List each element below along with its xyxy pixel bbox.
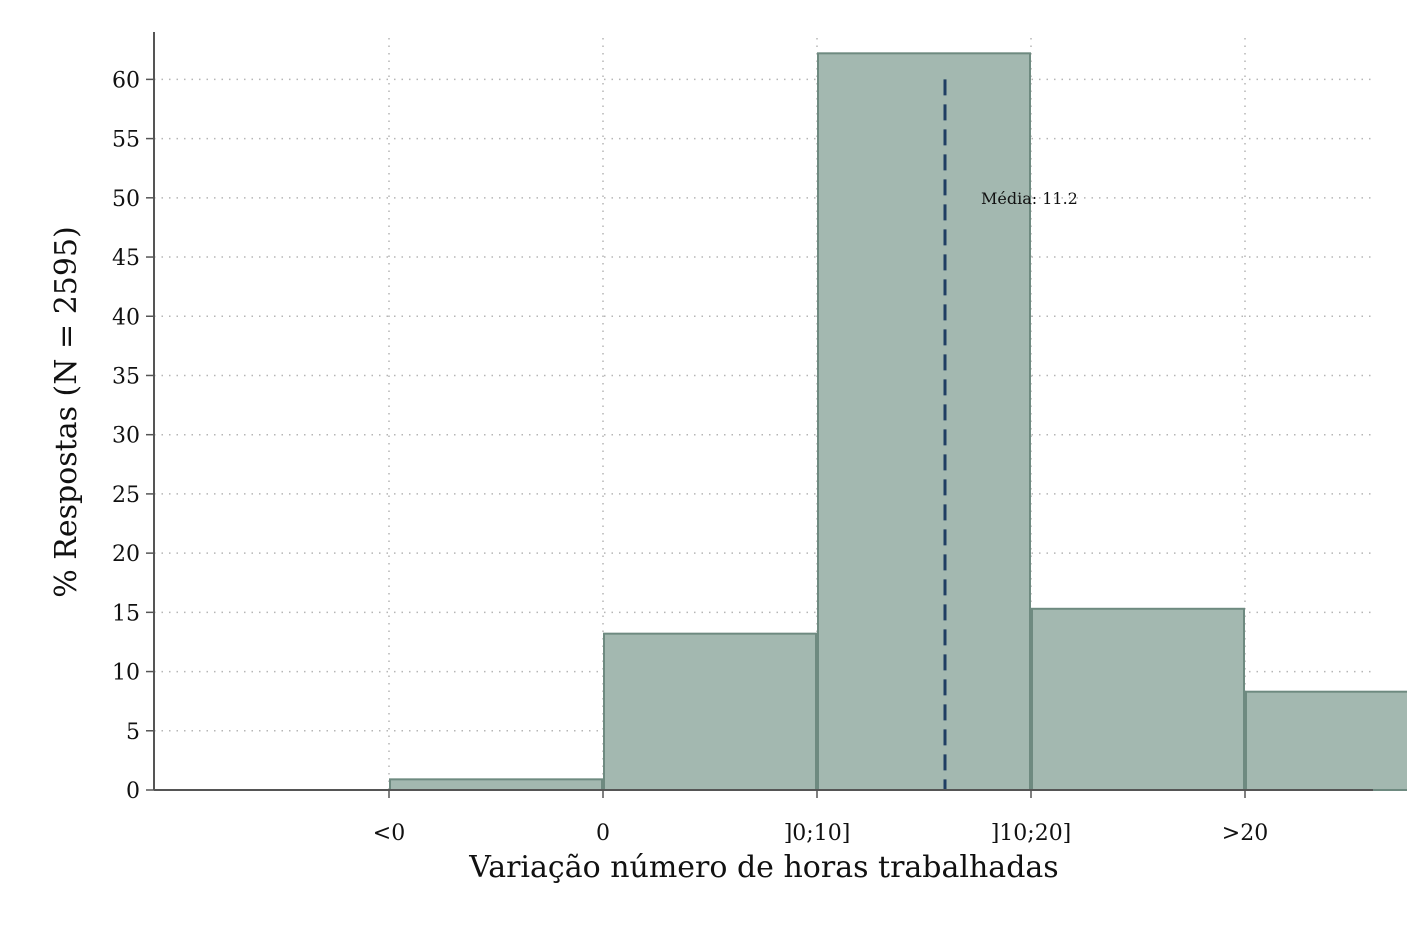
y-tick-label: 35 bbox=[112, 364, 140, 389]
y-tick-label: 15 bbox=[112, 601, 140, 626]
bar bbox=[817, 52, 1031, 792]
x-tick-label: >20 bbox=[1222, 821, 1268, 846]
y-tick-label: 55 bbox=[112, 128, 140, 153]
y-tick-label: 30 bbox=[112, 424, 140, 449]
y-axis-title: % Respostas (N = 2595) bbox=[49, 226, 84, 598]
bar bbox=[389, 778, 603, 792]
y-axis-ticks: 0 5 10 15 20 25 30 35 40 45 50 55 60 bbox=[112, 68, 154, 804]
bar bbox=[1245, 690, 1407, 792]
x-tick-label: 0 bbox=[596, 821, 610, 846]
y-tick-label: 5 bbox=[126, 720, 140, 745]
x-tick-label: ]0;10] bbox=[784, 821, 851, 846]
y-tick-label: 40 bbox=[112, 305, 140, 330]
y-tick-label: 60 bbox=[112, 68, 140, 93]
x-axis-ticks: <0 0 ]0;10] ]10;20] >20 bbox=[373, 790, 1268, 846]
mean-marker: Média: 11.2 bbox=[943, 79, 1078, 790]
y-tick-label: 20 bbox=[112, 542, 140, 567]
bar bbox=[1031, 607, 1245, 792]
x-tick-label: <0 bbox=[373, 821, 405, 846]
bar bbox=[603, 632, 817, 791]
y-tick-label: 10 bbox=[112, 661, 140, 686]
x-axis-title: Variação número de horas trabalhadas bbox=[468, 850, 1058, 885]
y-tick-label: 25 bbox=[112, 483, 140, 508]
y-tick-label: 45 bbox=[112, 246, 140, 271]
y-tick-label: 0 bbox=[126, 779, 140, 804]
y-tick-label: 50 bbox=[112, 187, 140, 212]
bars bbox=[389, 52, 1407, 792]
mean-label: Média: 11.2 bbox=[981, 189, 1078, 208]
axes bbox=[153, 32, 1373, 791]
x-tick-label: ]10;20] bbox=[991, 821, 1072, 846]
